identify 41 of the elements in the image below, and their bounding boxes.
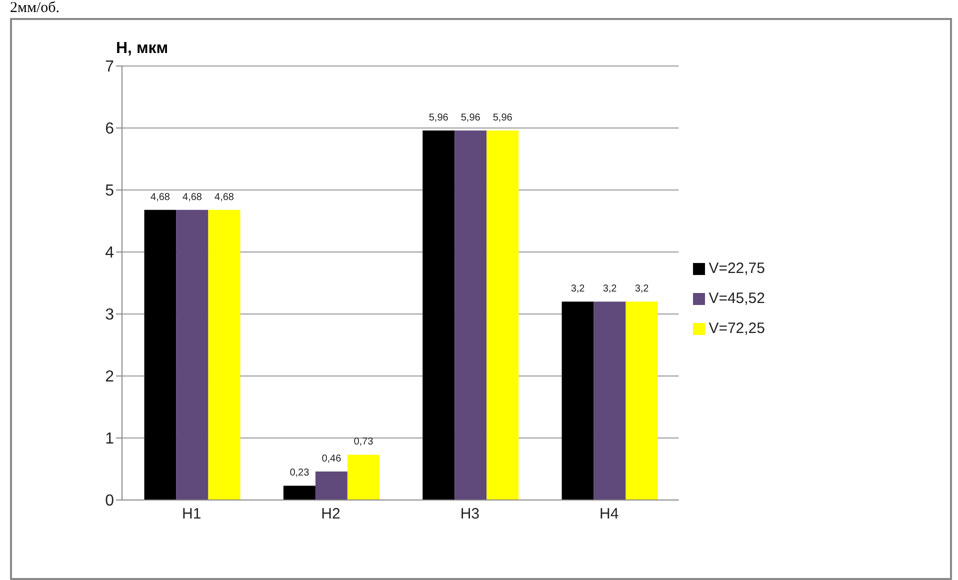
data-label: 4,68	[182, 192, 202, 203]
data-label: 5,96	[460, 112, 481, 124]
data-label: 3,2	[570, 284, 586, 295]
y-axis-title: H, мкм	[116, 40, 168, 58]
x-tick-label: H3	[460, 506, 480, 523]
bar	[347, 454, 380, 500]
data-label: 5,96	[492, 112, 513, 124]
data-label: 4,68	[150, 192, 170, 203]
data-label: 5,96	[428, 112, 449, 124]
bar	[486, 130, 519, 500]
y-tick-label: 1	[105, 430, 114, 448]
legend-label: V=72,25	[708, 320, 765, 337]
bar	[422, 130, 455, 500]
bar	[208, 210, 240, 500]
bar	[594, 302, 626, 500]
y-tick-label: 4	[105, 244, 114, 262]
bar	[454, 130, 487, 500]
data-label: 0,73	[354, 436, 374, 448]
x-tick-label: H1	[182, 506, 202, 523]
data-label: 0,46	[322, 453, 342, 464]
bar	[315, 471, 348, 500]
data-label: 3,2	[634, 284, 650, 295]
bar	[176, 210, 208, 500]
x-tick-label: H2	[321, 506, 340, 523]
bar	[283, 486, 316, 500]
y-tick-label: 7	[105, 58, 114, 76]
legend-label: V=45,52	[708, 290, 765, 307]
bar	[562, 302, 594, 500]
data-label: 0,23	[290, 468, 310, 479]
y-tick-label: 5	[105, 182, 114, 200]
x-tick-label: H4	[600, 506, 619, 523]
y-tick-label: 0	[105, 492, 114, 510]
bar	[626, 302, 658, 500]
y-tick-label: 3	[105, 306, 114, 324]
data-label: 4,68	[214, 192, 234, 203]
text: 2мм/об.	[10, 0, 60, 16]
legend-label: V=22,75	[708, 260, 765, 277]
y-tick-label: 2	[105, 368, 114, 386]
data-label: 3,2	[602, 284, 618, 295]
y-tick-label: 6	[105, 120, 114, 138]
bar	[144, 210, 176, 500]
